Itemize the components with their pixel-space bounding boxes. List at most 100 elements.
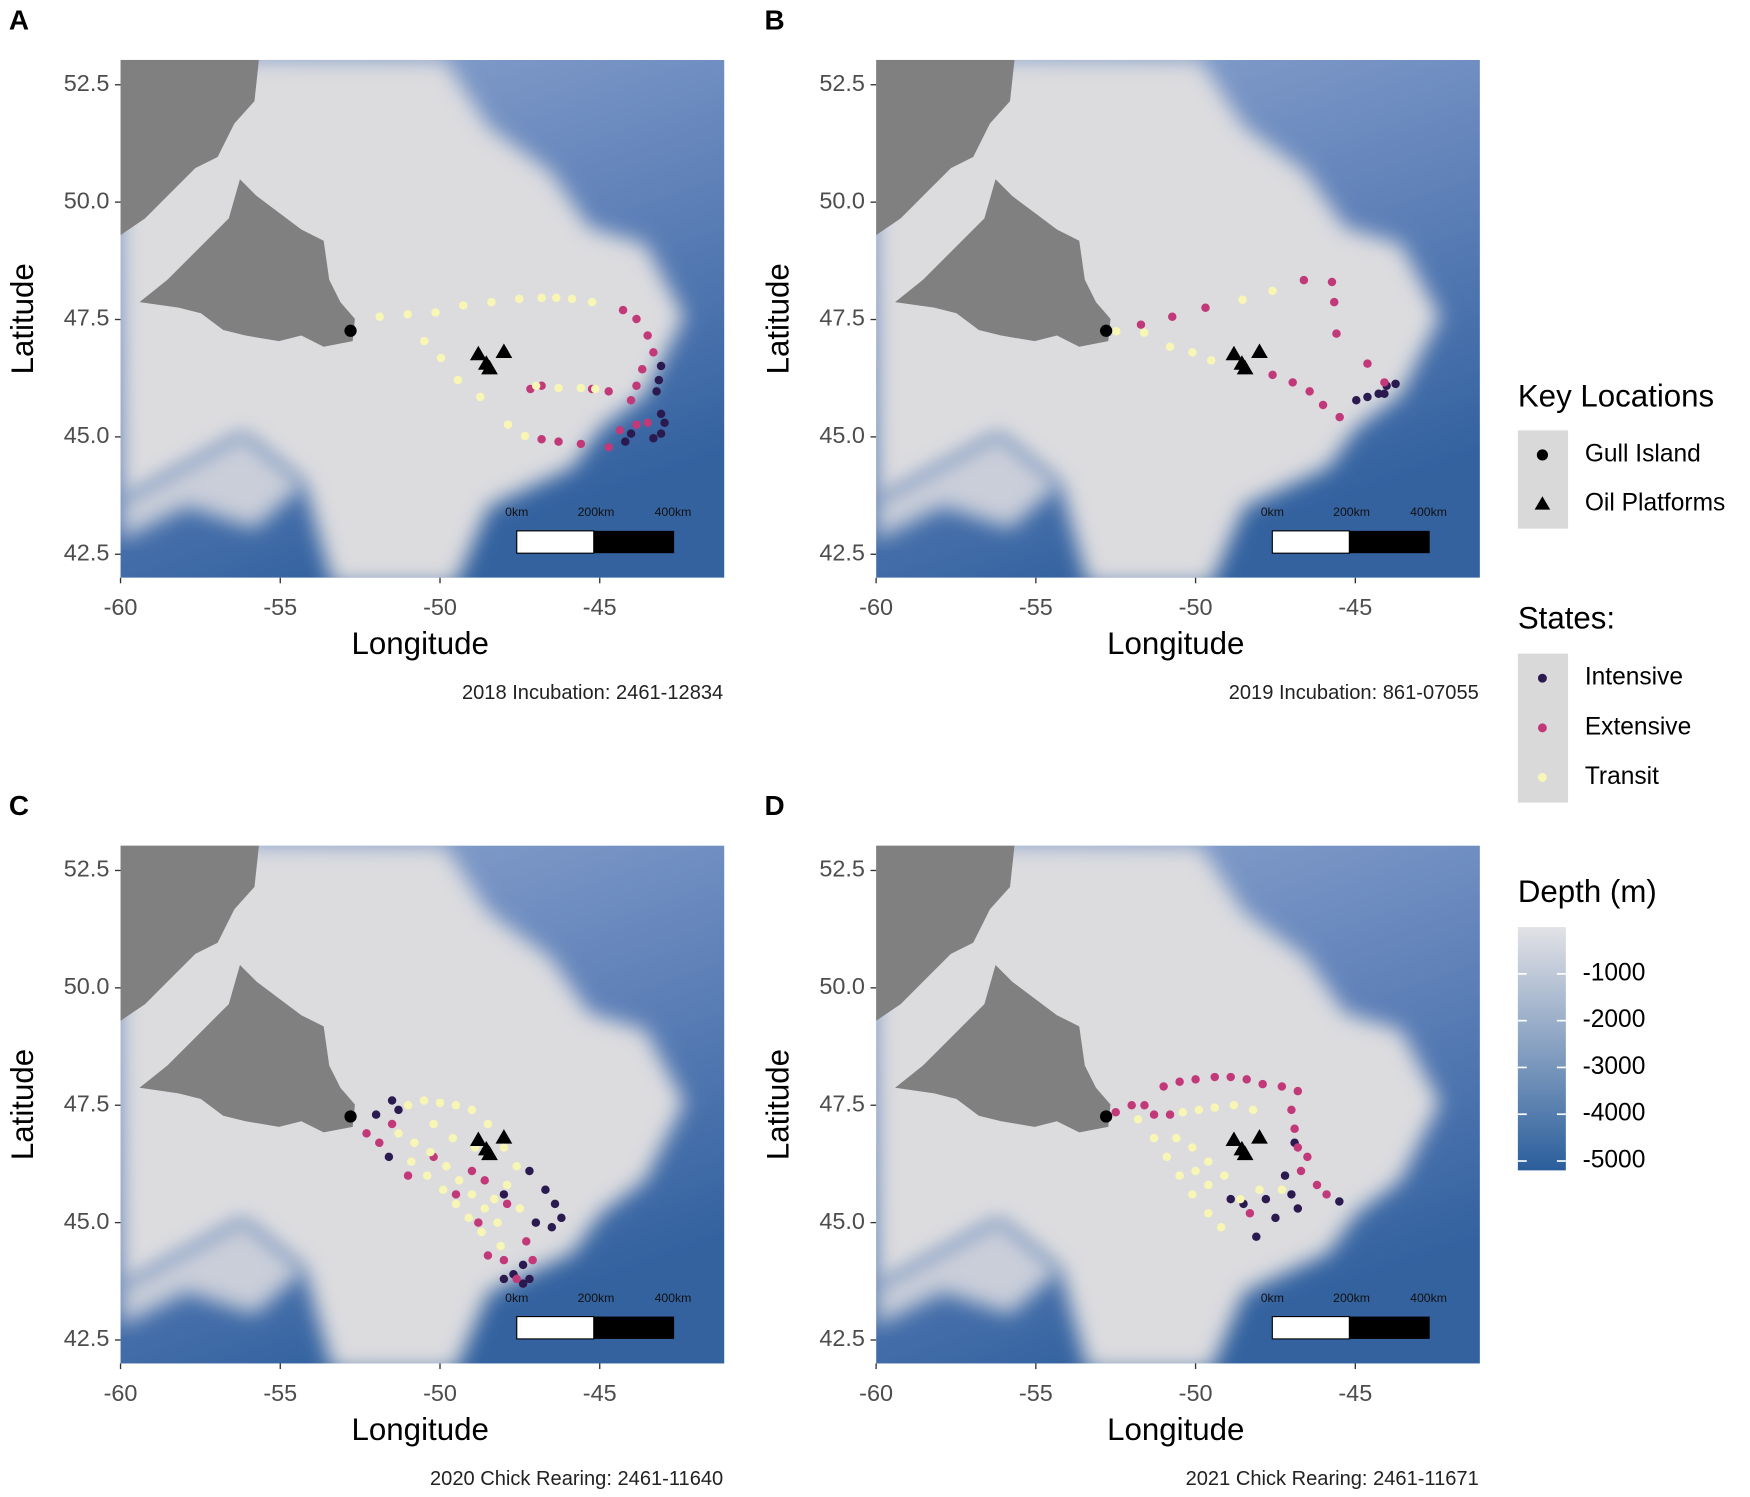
track-point <box>1335 412 1344 422</box>
track-point <box>632 420 641 429</box>
x-tick-label: -60 <box>859 1380 893 1406</box>
track-point <box>1210 1072 1219 1082</box>
track-point <box>403 1100 413 1110</box>
track-point <box>387 1119 397 1129</box>
track-point <box>403 310 412 319</box>
track-point <box>1318 400 1328 410</box>
track-point <box>1245 1208 1255 1218</box>
track-point <box>1165 342 1175 351</box>
track-point <box>656 409 666 419</box>
track-point <box>480 1176 489 1185</box>
y-tick-label: 45.0 <box>819 1208 865 1234</box>
land <box>120 59 259 236</box>
track-point <box>487 297 496 307</box>
land <box>139 179 355 347</box>
track-point <box>436 353 446 363</box>
y-tick-label: 50.0 <box>819 973 865 999</box>
oil-platform <box>1225 1131 1243 1147</box>
y-tick-label: 45.0 <box>64 1208 110 1234</box>
track-point <box>1149 1133 1159 1143</box>
track-point <box>467 1105 477 1115</box>
track-point <box>1201 303 1210 313</box>
track-point <box>1216 1223 1226 1232</box>
track-point <box>499 1143 509 1152</box>
y-tick-label: 45.0 <box>64 422 110 448</box>
legend-label: Extensive <box>1585 713 1691 740</box>
x-tick-label: -55 <box>1019 1380 1053 1406</box>
track-point <box>1194 1105 1204 1115</box>
y-tick-label: 42.5 <box>64 539 110 565</box>
track-point <box>1229 1100 1239 1110</box>
track-point <box>1293 1204 1303 1213</box>
track-point <box>1277 1082 1287 1091</box>
legend-label: Transit <box>1585 763 1659 790</box>
x-axis-title: Longitude <box>352 626 489 661</box>
legend-label: Intensive <box>1585 664 1683 691</box>
track-point <box>480 1204 489 1213</box>
track-point <box>1175 1077 1184 1086</box>
caption: 2019 Incubation: 861-07055 <box>1229 682 1479 704</box>
colorbar-label: -2000 <box>1583 1006 1646 1033</box>
y-tick-label: 50.0 <box>64 187 110 213</box>
gull-island <box>1099 1110 1113 1123</box>
x-tick-label: -60 <box>859 594 893 620</box>
track-point <box>403 1171 413 1180</box>
track-point <box>587 297 597 307</box>
y-tick-label: 47.5 <box>64 1090 110 1116</box>
scale-bar-label: 400km <box>655 505 692 519</box>
track-point <box>621 437 630 446</box>
track-point <box>541 1185 550 1194</box>
track-point <box>654 375 664 385</box>
track-point <box>394 1105 403 1115</box>
x-axis-title: Longitude <box>352 1412 489 1447</box>
track-point <box>554 383 563 393</box>
track-point <box>1206 356 1216 365</box>
track-point <box>453 375 463 385</box>
scale-bar-label: 200km <box>578 505 615 519</box>
scale-bar-label: 200km <box>1333 505 1370 519</box>
scale-bar-white <box>1271 530 1350 554</box>
track-point <box>477 1227 486 1237</box>
shelf <box>120 845 685 1364</box>
track-point <box>499 1190 509 1199</box>
track-point <box>503 420 513 429</box>
scale-bar-black <box>1349 530 1430 554</box>
legend-symbol <box>1537 723 1547 733</box>
track-point <box>1204 1157 1213 1166</box>
track-point <box>626 429 636 438</box>
track-point <box>1299 275 1309 285</box>
track-point <box>438 1185 448 1194</box>
legend-symbol <box>1536 449 1548 461</box>
scale-bar-white <box>516 530 595 554</box>
scale-bar-black <box>1349 1316 1430 1339</box>
track-point <box>528 1255 537 1265</box>
track-point <box>426 1147 435 1157</box>
track-point <box>576 439 586 449</box>
scale-bar-label: 200km <box>578 1291 615 1305</box>
y-tick-label: 47.5 <box>819 305 865 331</box>
y-tick-label: 45.0 <box>819 422 865 448</box>
track-point <box>525 1166 534 1176</box>
track-point <box>1210 1103 1219 1112</box>
track-point <box>422 1171 432 1180</box>
x-tick-label: -45 <box>1338 1380 1372 1406</box>
track-point <box>459 301 468 310</box>
track-point <box>656 429 666 438</box>
track-point <box>502 1199 512 1209</box>
oil-platform <box>469 1131 487 1147</box>
legend-key-bg <box>1517 430 1569 529</box>
track-point <box>1380 389 1389 398</box>
track-point <box>537 293 546 303</box>
track-point <box>1287 1105 1296 1115</box>
track-point <box>1236 1194 1245 1204</box>
track-point <box>531 1218 541 1227</box>
shelf <box>876 59 1440 578</box>
track-point <box>576 383 586 393</box>
x-tick-label: -45 <box>583 594 617 620</box>
track-point <box>1140 1100 1149 1110</box>
track-point <box>1332 329 1341 338</box>
track-point <box>429 1119 438 1129</box>
track-point <box>626 396 636 405</box>
panel-label: D <box>765 790 785 821</box>
oil-platform <box>495 1129 513 1144</box>
